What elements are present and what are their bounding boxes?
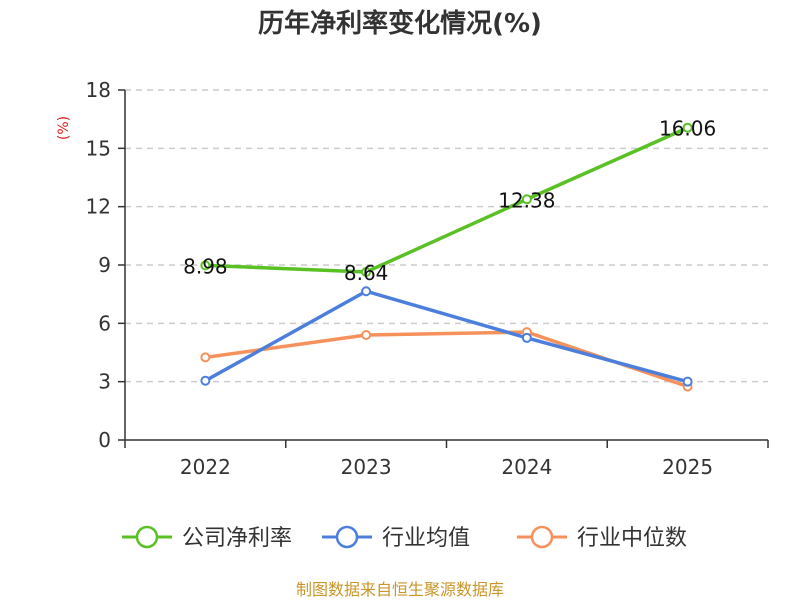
legend-marker-icon [335,525,359,549]
chart-title: 历年净利率变化情况(%) [258,8,542,39]
series-line [204,289,689,384]
data-point [521,332,532,343]
gridlines [125,89,768,383]
x-tick-label: 2022 [180,455,231,479]
data-label: 12.38 [498,188,555,212]
series-line [205,126,689,274]
data-point [200,352,211,363]
series-1 [200,286,693,387]
series-0 [200,122,693,277]
y-tick-label: 6 [98,311,111,335]
y-tick-label: 12 [86,195,111,219]
data-point [361,330,372,340]
data-point [361,267,372,277]
x-tick-label: 2023 [341,455,392,479]
axes: 0 3 6 9 12 15 18 2022 2023 2024 2025 [86,78,769,479]
data-point [200,260,211,271]
y-tick-label: 18 [86,78,111,102]
legend-item[interactable]: 行业中位数 [517,525,687,551]
x-tick-label: 2024 [501,455,552,479]
legend-marker-icon [530,525,554,549]
legend[interactable]: 公司净利率 行业均值 行业中位数 [122,525,687,551]
x-tick-label: 2025 [662,455,713,479]
y-tick-label: 9 [98,253,111,277]
data-point [682,122,693,133]
series-group [200,122,693,392]
legend-label: 行业中位数 [577,526,687,551]
y-axis-label: (%) [56,116,72,140]
legend-label: 公司净利率 [182,526,292,551]
data-label: 16.06 [659,117,716,141]
legend-item[interactable]: 公司净利率 [122,525,292,551]
data-point [682,376,693,387]
legend-marker-icon [135,525,159,549]
data-point [361,286,372,297]
legend-item[interactable]: 行业均值 [322,525,470,551]
data-labels: 8.98 8.64 12.38 16.06 [183,117,716,285]
legend-label: 行业均值 [382,526,470,551]
y-tick-label: 0 [98,428,111,452]
y-tick-label: 3 [98,370,111,394]
y-tick-label: 15 [86,136,111,160]
data-label: 8.64 [344,261,389,285]
data-point [521,194,532,205]
data-point [200,375,211,386]
source-note: 制图数据来自恒生聚源数据库 [296,580,504,599]
data-label: 8.98 [183,254,228,278]
